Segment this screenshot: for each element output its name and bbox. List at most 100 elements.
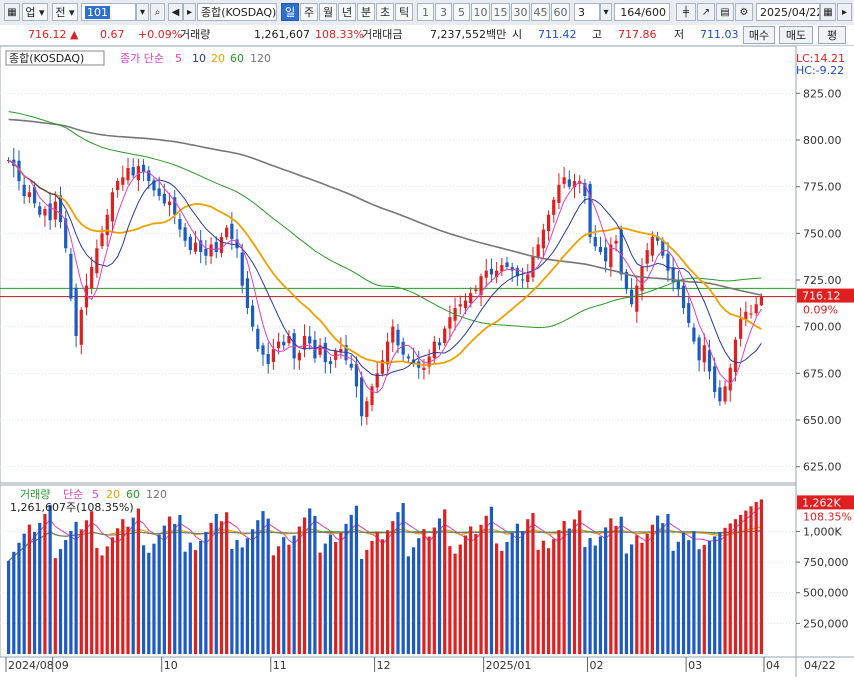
volume-bar <box>38 522 42 654</box>
volume-bar <box>593 545 597 654</box>
high-value: 717.86 <box>618 28 657 41</box>
range-button[interactable]: 전 ▾ <box>52 3 78 21</box>
more-icon[interactable]: ▸ <box>837 3 852 21</box>
volume-bar <box>209 522 213 654</box>
legend-name: 종합(KOSDAQ) <box>9 52 84 65</box>
volume-bar <box>214 513 218 654</box>
candle-body <box>427 356 431 367</box>
candle-body <box>282 341 286 346</box>
interval-button-5[interactable]: 5 <box>453 3 470 21</box>
candle-body <box>375 373 379 388</box>
volume-bar <box>276 546 281 654</box>
candle-body <box>713 366 717 392</box>
candle-body <box>614 240 618 244</box>
volume-bar <box>749 506 753 654</box>
x-tick-label: 2024/08 <box>8 659 54 672</box>
current-price-box <box>797 288 854 303</box>
candle-body <box>17 160 21 182</box>
volume-bar <box>692 531 696 654</box>
price-volume-chart[interactable]: 825.00 800.00 775.00 750.00 725.00 700.00 675.… <box>0 45 854 677</box>
period-tab-0[interactable]: 일 <box>281 3 299 21</box>
volume-bar <box>422 529 426 654</box>
candle-body <box>271 349 275 362</box>
volume-bar <box>204 531 208 654</box>
interval-button-15[interactable]: 15 <box>491 3 510 21</box>
interval-dropdown-icon[interactable]: ▾ <box>600 3 612 21</box>
open-value: 711.42 <box>538 28 577 41</box>
period-tab-4[interactable]: 분 <box>357 3 375 21</box>
chart-area[interactable]: 825.00 800.00 775.00 750.00 725.00 700.00 675.… <box>0 45 854 677</box>
volume-bar <box>58 549 63 654</box>
volume-bar <box>261 511 265 654</box>
candle-body <box>339 349 343 353</box>
price-tick-label: 700.00 <box>803 321 842 334</box>
volume-value: 1,261,607 <box>254 28 310 41</box>
name-input[interactable]: 종합(KOSDAQ) <box>197 3 277 21</box>
candle-body <box>469 293 473 303</box>
market-type-select[interactable]: 업 ▾ <box>22 3 48 21</box>
x-tick-label: 03 <box>688 659 702 672</box>
period-tab-5[interactable]: 초 <box>376 3 394 21</box>
candle-body <box>256 328 260 350</box>
volume-bar <box>90 511 94 654</box>
volume-bar <box>152 543 156 654</box>
legend-ma-label: 종가 단순 <box>120 52 164 65</box>
line-chart-icon[interactable]: ↗ <box>697 3 715 21</box>
volume-bar <box>469 526 473 654</box>
period-tab-6[interactable]: 틱 <box>395 3 413 21</box>
grid-icon[interactable]: ▤ <box>716 3 734 21</box>
period-tab-2[interactable]: 월 <box>319 3 337 21</box>
count-input[interactable]: 164/600 <box>614 3 670 21</box>
interval-button-10[interactable]: 10 <box>471 3 490 21</box>
x-tick-label: 04 <box>766 659 780 672</box>
volume-bar <box>380 539 385 654</box>
code-input[interactable]: 101 <box>81 3 136 21</box>
volume-bar <box>12 551 16 654</box>
search-icon[interactable]: ⌕ <box>150 3 165 21</box>
open-label: 시 <box>512 28 523 41</box>
candle-body <box>536 244 540 257</box>
interval-button-45[interactable]: 45 <box>531 3 550 21</box>
current-volume-label: 1,262K <box>802 496 841 509</box>
candle-body <box>230 223 234 239</box>
volume-bar <box>614 525 618 654</box>
volume-bar <box>723 527 727 654</box>
volume-bar <box>754 502 758 654</box>
date-input[interactable]: 2025/04/22 <box>756 3 820 21</box>
eval-button[interactable]: 평 <box>818 26 846 44</box>
volume-bar <box>69 530 73 654</box>
candle-body <box>463 300 468 308</box>
candle-body <box>48 203 52 221</box>
gear-icon[interactable]: ⚙ <box>735 3 753 21</box>
interval-button-30[interactable]: 30 <box>511 3 530 21</box>
candle-body <box>204 248 208 256</box>
candle-body <box>178 218 182 230</box>
candle-body <box>245 278 250 308</box>
volume-bar <box>22 533 26 654</box>
candle-body <box>100 233 104 247</box>
vol-legend-ma5: 5 <box>92 488 99 501</box>
speaker-icon[interactable]: ◀ <box>168 3 183 21</box>
period-tab-1[interactable]: 주 <box>300 3 318 21</box>
candle-body <box>588 184 592 238</box>
interval-input[interactable]: 3 <box>574 3 600 21</box>
interval-button-60[interactable]: 60 <box>551 3 570 21</box>
volume-bar <box>79 529 83 654</box>
interval-button-3[interactable]: 3 <box>435 3 452 21</box>
prev-next-icon[interactable]: ▸ <box>183 3 196 21</box>
period-tab-3[interactable]: 년 <box>338 3 356 21</box>
up-arrow-icon: ▲ <box>70 28 79 41</box>
chart-type-icon[interactable]: ▦ <box>4 3 20 21</box>
buy-button[interactable]: 매수 <box>743 26 775 44</box>
volume-bar <box>619 516 623 654</box>
candle-icon[interactable]: ╪ <box>676 3 696 21</box>
code-dropdown-icon[interactable]: ▾ <box>136 3 149 21</box>
candle-body <box>723 386 727 402</box>
candle-body <box>546 214 551 232</box>
calendar-icon[interactable]: ▦ <box>820 3 836 21</box>
volume-bar <box>126 526 130 654</box>
price-tick-label: 750.00 <box>803 227 842 240</box>
sell-button[interactable]: 매도 <box>779 26 813 44</box>
interval-button-1[interactable]: 1 <box>417 3 434 21</box>
candle-body <box>531 255 535 278</box>
